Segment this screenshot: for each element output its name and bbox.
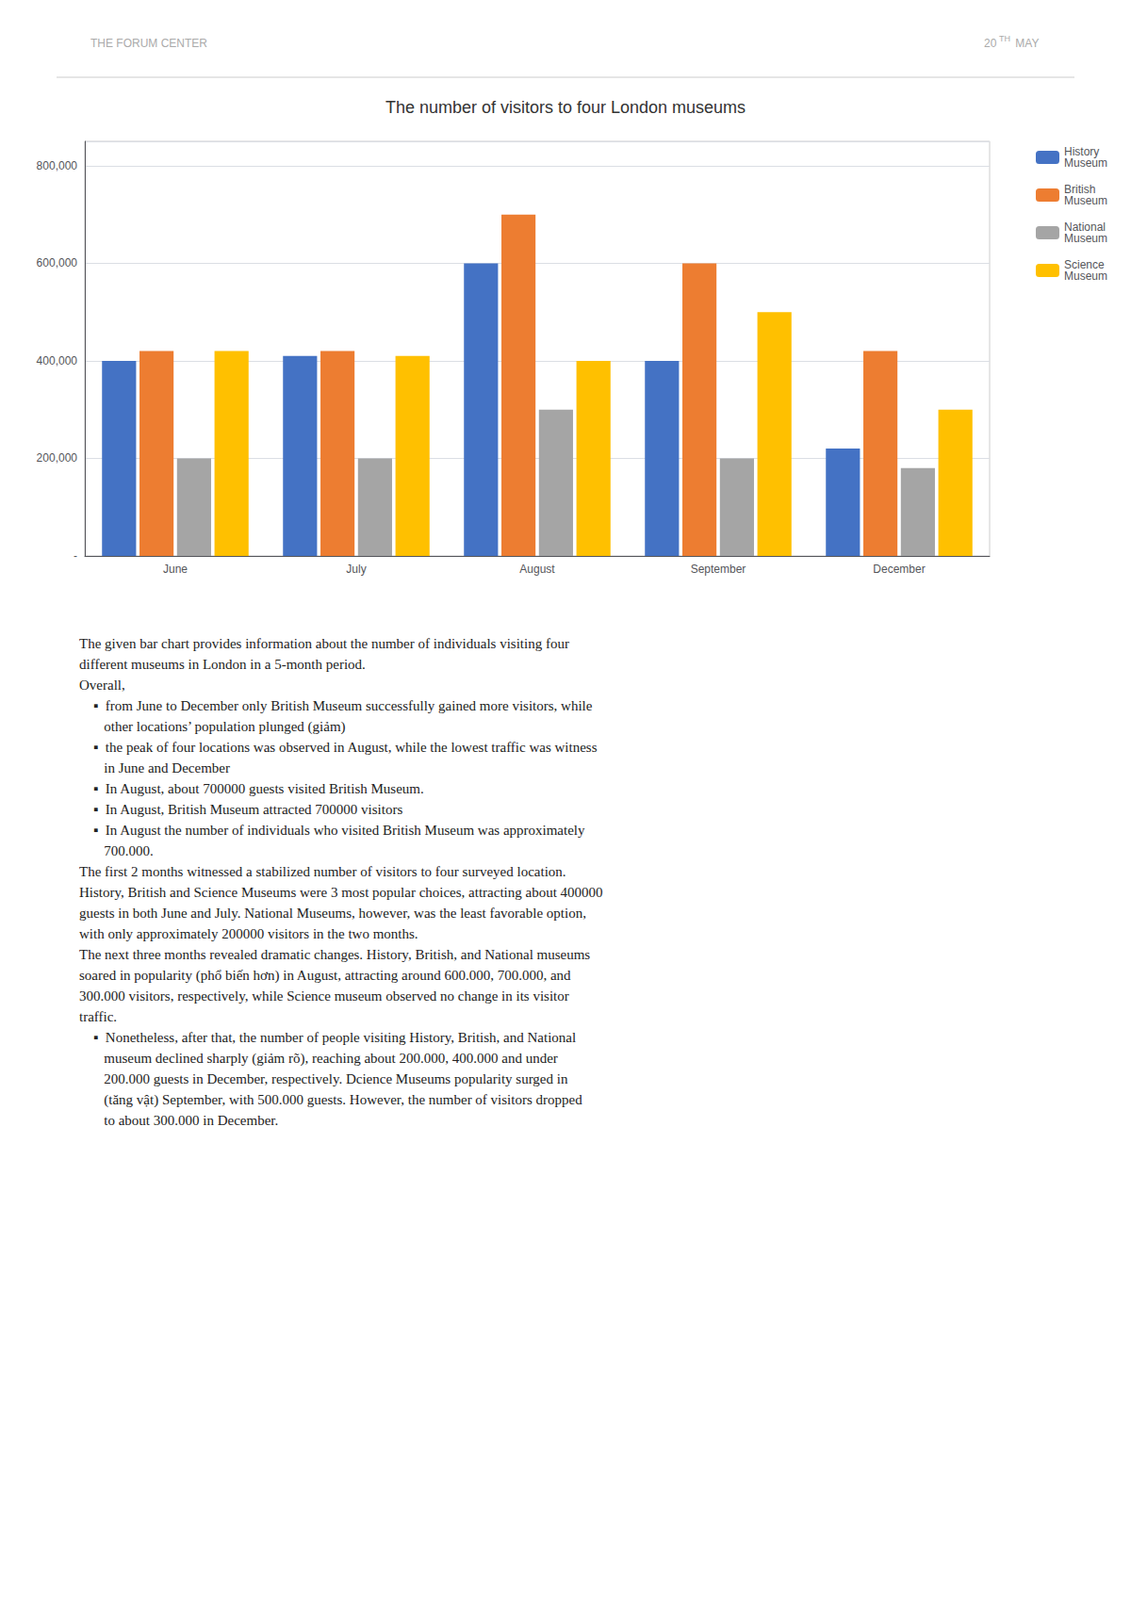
svg-text:August: August [519, 562, 556, 576]
svg-text:Museum: Museum [1064, 194, 1108, 208]
svg-text:▪ In August, British Museum a: ▪ In August, British Museum attracted 70… [79, 802, 403, 818]
svg-text:The next three months revealed: The next three months revealed dramatic … [79, 947, 591, 963]
svg-text:in June and December: in June and December [79, 760, 230, 776]
svg-text:200,000: 200,000 [36, 451, 79, 465]
svg-text:Museum: Museum [1064, 231, 1108, 246]
svg-text:museum declined sharply (giảm: museum declined sharply (giảm rõ), reach… [79, 1050, 558, 1067]
svg-text:The first 2 months witnessed a: The first 2 months witnessed a stabilize… [79, 864, 567, 880]
svg-text:▪ the peak of four locations: ▪ the peak of four locations was observe… [79, 739, 598, 755]
svg-text:History, British and Science M: History, British and Science Museums wer… [79, 885, 604, 901]
svg-text:September: September [690, 562, 747, 576]
svg-text:20: 20 [983, 36, 998, 50]
svg-text:▪ In August the number of ind: ▪ In August the number of individuals wh… [79, 822, 586, 838]
svg-text:to about 300.000 in December.: to about 300.000 in December. [79, 1113, 279, 1129]
svg-text:different museums in London in: different museums in London in a 5-month… [79, 656, 366, 673]
svg-text:Museum: Museum [1064, 156, 1108, 170]
svg-text:Museum: Museum [1064, 269, 1108, 283]
svg-text:TH: TH [999, 33, 1011, 44]
svg-text:December: December [872, 562, 925, 576]
svg-text:July: July [345, 562, 366, 576]
svg-text:(tăng vật) September, with 500: (tăng vật) September, with 500.000 guest… [79, 1092, 583, 1109]
svg-text:The number of visitors to four: The number of visitors to four London mu… [385, 98, 746, 117]
svg-text:British: British [1064, 182, 1096, 197]
svg-text:400,000: 400,000 [36, 354, 79, 368]
svg-text:700.000.: 700.000. [79, 843, 154, 859]
svg-text:-: - [73, 549, 78, 563]
svg-text:600,000: 600,000 [36, 256, 79, 270]
svg-text:Science: Science [1064, 258, 1105, 272]
svg-text:THE FORUM CENTER: THE FORUM CENTER [90, 36, 208, 50]
svg-text:▪ from June to December only: ▪ from June to December only British Mus… [79, 698, 593, 714]
svg-text:National: National [1064, 220, 1106, 234]
svg-text:other locations’ population pl: other locations’ population plunged (giả… [79, 719, 346, 736]
svg-text:The given bar chart provides i: The given bar chart provides information… [79, 636, 570, 652]
svg-text:with only approximately 200000: with only approximately 200000 visitors … [79, 926, 419, 942]
svg-text:guests in both June and July.: guests in both June and July. National M… [79, 905, 587, 921]
svg-text:traffic.: traffic. [79, 1009, 117, 1025]
svg-text:MAY: MAY [1012, 36, 1039, 50]
svg-text:200.000 guests in December, re: 200.000 guests in December, respectively… [79, 1071, 569, 1087]
svg-text:▪ Nonetheless, after that, th: ▪ Nonetheless, after that, the number of… [79, 1030, 576, 1046]
svg-text:Overall,: Overall, [79, 677, 126, 693]
svg-text:soared in popularity (phổ biến: soared in popularity (phổ biến hơn) in A… [79, 967, 572, 984]
svg-text:History: History [1064, 145, 1100, 159]
svg-text:300.000 visitors, respectively: 300.000 visitors, respectively, while Sc… [79, 988, 570, 1004]
svg-text:▪ In August, about 700000 gue: ▪ In August, about 700000 guests visited… [79, 781, 425, 797]
svg-text:June: June [163, 562, 188, 576]
svg-text:800,000: 800,000 [36, 159, 79, 173]
